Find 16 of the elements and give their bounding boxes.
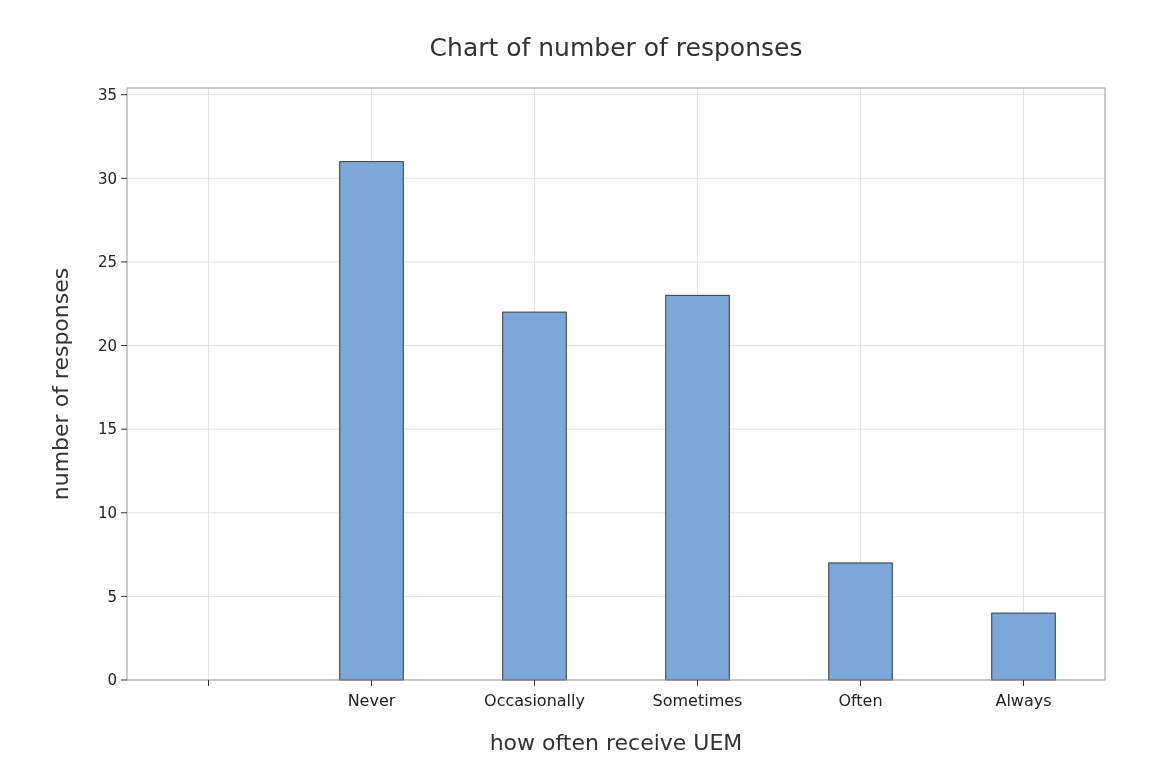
- y-tick-label: 5: [107, 587, 117, 606]
- y-axis-title: number of responses: [48, 267, 73, 501]
- x-tick-label: Occasionally: [484, 691, 585, 710]
- chart-title: Chart of number of responses: [429, 33, 803, 62]
- x-tick-label: Often: [838, 691, 883, 710]
- y-tick-label: 20: [97, 336, 117, 355]
- x-tick-label: Always: [995, 691, 1052, 710]
- y-tick-label: 25: [97, 253, 117, 272]
- y-tick-label: 15: [97, 420, 117, 439]
- x-tick-label: Never: [347, 691, 396, 710]
- y-tick-label: 30: [97, 169, 117, 188]
- y-tick-label: 10: [97, 504, 117, 523]
- y-tick-label: 35: [97, 85, 117, 104]
- x-axis-title: how often receive UEM: [489, 730, 743, 755]
- y-tick-label: 0: [107, 671, 117, 690]
- x-tick-label: Sometimes: [652, 691, 743, 710]
